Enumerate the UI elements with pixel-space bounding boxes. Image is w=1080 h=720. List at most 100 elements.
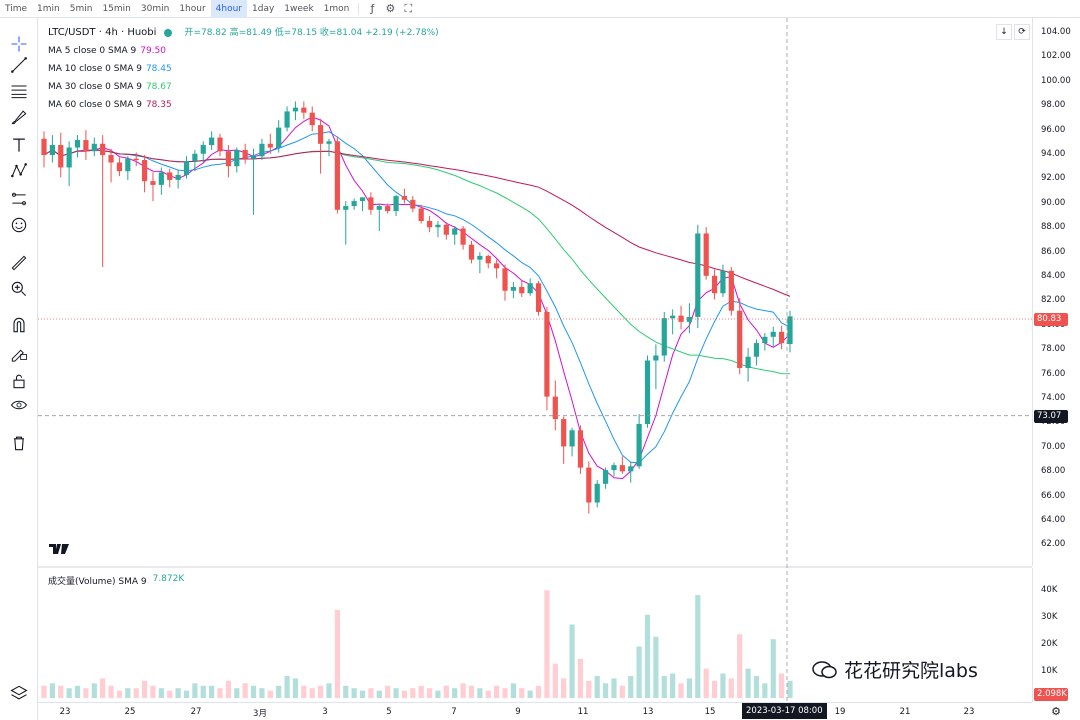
time-axis[interactable]: 23 25 27 3月 3 5 7 9 11 13 15 19 21 23 (38, 702, 1032, 720)
candle-body (745, 356, 751, 368)
candle-body (494, 263, 500, 269)
volume-bar (653, 636, 659, 698)
volume-bar (116, 690, 123, 698)
volume-bar (426, 688, 433, 698)
candle-body (150, 181, 156, 185)
ma-legend-row[interactable]: MA 60 close 0 SMA 9 78.35 (48, 96, 439, 114)
tradingview-logo[interactable] (48, 541, 70, 557)
volume-bar (292, 678, 299, 698)
volume-bar (510, 683, 516, 698)
crosshair-icon[interactable] (7, 33, 31, 55)
candle-body (779, 331, 785, 344)
text-icon[interactable] (7, 134, 31, 156)
candle-body (443, 224, 449, 235)
fullscreen-icon[interactable]: ⛶ (404, 1, 413, 15)
volume-last-tag: 2.098K (1034, 688, 1068, 701)
volume-bar (368, 688, 374, 698)
candle-body (468, 244, 475, 260)
trend-line-icon[interactable] (7, 54, 31, 76)
price-axis[interactable]: 104.00 102.00 100.00 98.00 96.00 94.00 92.00 90… (1032, 18, 1080, 566)
timeframe-4hour[interactable]: 4hour (210, 0, 247, 18)
candle-body (502, 268, 508, 291)
volume-bar (695, 595, 701, 698)
candle-body (292, 107, 299, 112)
candle-body (410, 199, 416, 209)
candle-body (711, 275, 718, 294)
ma-legend-name: MA 60 close 0 SMA 9 (48, 100, 142, 110)
prediction-icon[interactable] (7, 188, 31, 210)
candle-body (259, 143, 265, 157)
settings-icon[interactable]: ⚙ (385, 2, 396, 15)
gear-icon[interactable]: ⚙ (1051, 704, 1061, 718)
candle-body (485, 255, 491, 264)
volume-bar (83, 688, 89, 698)
timeframe-1day[interactable]: 1day (252, 3, 275, 14)
candle-body (116, 162, 123, 172)
candle-body (66, 147, 72, 168)
candle-body (267, 143, 273, 148)
zoom-in-icon[interactable] (7, 278, 31, 300)
volume-bar (619, 685, 625, 698)
lock-icon[interactable] (7, 370, 31, 392)
candle-body (527, 283, 533, 294)
ma-legend-value: 78.45 (145, 64, 172, 74)
timeframe-15min[interactable]: 15min (102, 3, 131, 14)
timeframe-1hour[interactable]: 1hour (179, 3, 206, 14)
timeframe-time[interactable]: Time (5, 3, 28, 14)
refresh-icon[interactable]: ⟳ (1014, 24, 1030, 40)
volume-bar (351, 688, 357, 698)
candle-body (728, 270, 734, 311)
eye-icon[interactable] (7, 394, 31, 416)
ruler-icon[interactable] (7, 252, 31, 274)
volume-bar (762, 683, 768, 698)
candle-body (100, 143, 106, 155)
timeframe-30min[interactable]: 30min (140, 3, 170, 14)
emoji-icon[interactable] (7, 214, 31, 236)
brush-icon[interactable] (7, 106, 31, 128)
trash-icon[interactable] (7, 432, 31, 454)
price-tick-label: 66.00 (1041, 490, 1066, 501)
candle-body (619, 465, 625, 472)
volume-bar (141, 680, 148, 698)
time-tick-label: 15 (704, 707, 716, 717)
timeframe-1mon[interactable]: 1mon (323, 3, 350, 14)
ma-legend-name: MA 30 close 0 SMA 9 (48, 82, 142, 92)
candle-body (125, 158, 131, 172)
volume-bar (259, 688, 265, 698)
time-tick-label: 9 (515, 707, 521, 717)
price-tick-label: 62.00 (1041, 539, 1066, 550)
candle-body (183, 161, 190, 175)
volume-bar (678, 683, 684, 698)
pattern-icon[interactable] (7, 160, 31, 182)
volume-bar (527, 690, 533, 698)
price-tick-label: 92.00 (1041, 173, 1066, 184)
volume-bar (494, 685, 500, 698)
volume-axis[interactable]: 40K 30K 20K 10K (1032, 568, 1080, 702)
ma-legend-row[interactable]: MA 5 close 0 SMA 9 79.50 (48, 42, 439, 60)
volume-bar (779, 673, 785, 698)
symbol-title[interactable]: LTC/USDT · 4h · Huobi (48, 27, 157, 38)
volume-bar (343, 685, 349, 698)
candle-body (200, 145, 206, 154)
candlestick-chart[interactable] (38, 18, 1032, 702)
timeframe-5min[interactable]: 5min (69, 3, 93, 14)
volume-bar (628, 675, 634, 698)
indicators-icon[interactable]: ƒ (370, 2, 375, 15)
ma-legend-name: MA 10 close 0 SMA 9 (48, 64, 142, 74)
ma-legend-row[interactable]: MA 30 close 0 SMA 9 78.67 (48, 78, 439, 96)
ma-legend-row[interactable]: MA 10 close 0 SMA 9 78.45 (48, 60, 439, 78)
horizontal-lines-icon[interactable] (7, 80, 31, 102)
timeframe-1min[interactable]: 1min (37, 3, 60, 14)
wechat-icon (812, 660, 837, 678)
lock-drawing-icon[interactable] (7, 341, 31, 363)
volume-bar (192, 683, 198, 698)
candle-body (359, 197, 366, 202)
timeframe-1week[interactable]: 1week (284, 3, 314, 14)
volume-bar (74, 685, 81, 698)
layers-icon[interactable] (7, 682, 31, 704)
arrow-down-icon[interactable]: ↓ (996, 24, 1012, 40)
volume-bar (318, 685, 324, 698)
ma-5-line (43, 116, 791, 480)
magnet-icon[interactable] (7, 314, 31, 336)
watermark: 花花研究院labs (812, 656, 978, 683)
